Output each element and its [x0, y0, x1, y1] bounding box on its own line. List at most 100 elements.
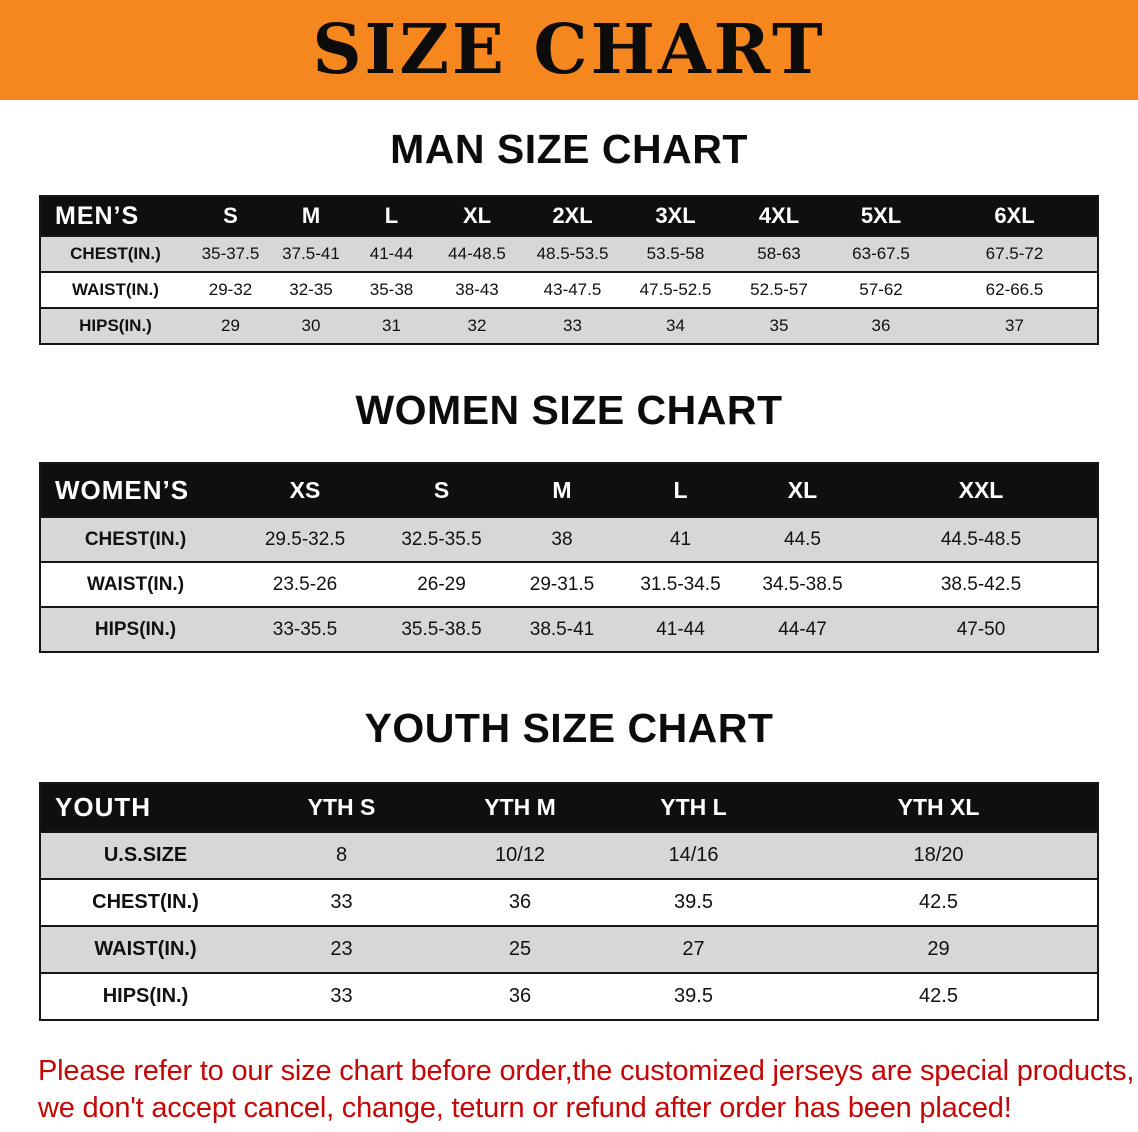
women-header-row: WOMEN’S XS S M L XL XXL — [40, 463, 1098, 517]
size-value: 30 — [271, 307, 351, 344]
table-row: CHEST(IN.) 33 36 39.5 42.5 — [40, 878, 1098, 926]
size-value: 44-48.5 — [432, 235, 522, 272]
size-value: 38.5-42.5 — [865, 561, 1098, 607]
men-size-table: MEN’S S M L XL 2XL 3XL 4XL 5XL 6XL CHEST… — [39, 195, 1099, 345]
size-value: 33-35.5 — [230, 606, 380, 652]
col-header: M — [552, 476, 572, 503]
size-value: 53.5-58 — [623, 235, 728, 272]
size-value: 42.5 — [780, 972, 1098, 1020]
col-header: YTH M — [484, 794, 556, 820]
women-section-heading: WOMEN SIZE CHART — [355, 387, 783, 433]
col-header: L — [673, 476, 688, 503]
size-value: 29.5-32.5 — [230, 516, 380, 562]
size-value: 48.5-53.5 — [522, 235, 623, 272]
size-value: 44.5 — [740, 516, 865, 562]
size-value: 63-67.5 — [830, 235, 932, 272]
size-value: 44-47 — [740, 606, 865, 652]
youth-size-table: YOUTH YTH S YTH M YTH L YTH XL U.S.SIZE … — [39, 782, 1099, 1021]
col-header: 5XL — [860, 203, 902, 228]
table-row: HIPS(IN.) 33 36 39.5 42.5 — [40, 972, 1098, 1020]
size-value: 32.5-35.5 — [380, 516, 503, 562]
size-value: 57-62 — [830, 271, 932, 308]
size-value: 33 — [250, 878, 433, 926]
table-row: HIPS(IN.) 33-35.5 35.5-38.5 38.5-41 41-4… — [40, 606, 1098, 652]
row-label: HIPS(IN.) — [40, 307, 190, 344]
size-value: 33 — [522, 307, 623, 344]
row-label: WAIST(IN.) — [40, 271, 190, 308]
women-table-title: WOMEN’S — [55, 474, 190, 505]
col-header: XXL — [958, 476, 1004, 503]
col-header: 4XL — [758, 203, 800, 228]
col-header: YTH L — [660, 794, 727, 820]
size-value: 36 — [433, 972, 607, 1020]
size-value: 29 — [780, 925, 1098, 973]
col-header: 6XL — [994, 203, 1035, 228]
row-label: U.S.SIZE — [40, 831, 250, 879]
size-value: 38 — [503, 516, 621, 562]
row-label: WAIST(IN.) — [40, 925, 250, 973]
size-value: 23.5-26 — [230, 561, 380, 607]
youth-table-title: YOUTH — [55, 792, 151, 822]
youth-header-row: YOUTH YTH S YTH M YTH L YTH XL — [40, 783, 1098, 832]
row-label: HIPS(IN.) — [40, 972, 250, 1020]
size-value: 27 — [607, 925, 780, 973]
col-header: L — [384, 203, 399, 228]
size-value: 67.5-72 — [932, 235, 1098, 272]
table-row: WAIST(IN.) 23 25 27 29 — [40, 925, 1098, 973]
size-value: 37.5-41 — [271, 235, 351, 272]
size-value: 34 — [623, 307, 728, 344]
size-value: 41-44 — [351, 235, 432, 272]
size-value: 35 — [728, 307, 830, 344]
size-value: 52.5-57 — [728, 271, 830, 308]
size-value: 38.5-41 — [503, 606, 621, 652]
size-value: 10/12 — [433, 831, 607, 879]
row-label: CHEST(IN.) — [40, 516, 230, 562]
size-value: 44.5-48.5 — [865, 516, 1098, 562]
row-label: HIPS(IN.) — [40, 606, 230, 652]
size-value: 47.5-52.5 — [623, 271, 728, 308]
size-value: 31.5-34.5 — [621, 561, 740, 607]
size-value: 39.5 — [607, 878, 780, 926]
row-label: CHEST(IN.) — [40, 878, 250, 926]
size-value: 33 — [250, 972, 433, 1020]
size-value: 14/16 — [607, 831, 780, 879]
size-value: 29-32 — [190, 271, 271, 308]
size-value: 35-38 — [351, 271, 432, 308]
banner: SIZE CHART — [0, 0, 1138, 100]
size-value: 35-37.5 — [190, 235, 271, 272]
table-row: WAIST(IN.) 23.5-26 26-29 29-31.5 31.5-34… — [40, 561, 1098, 607]
disclaimer-note: Please refer to our size chart before or… — [38, 1053, 1138, 1126]
men-table-title: MEN’S — [55, 201, 140, 230]
col-header: S — [433, 476, 450, 503]
table-row: CHEST(IN.) 35-37.5 37.5-41 41-44 44-48.5… — [40, 235, 1098, 272]
size-value: 47-50 — [865, 606, 1098, 652]
size-value: 31 — [351, 307, 432, 344]
row-label: WAIST(IN.) — [40, 561, 230, 607]
col-header: 2XL — [552, 203, 593, 228]
size-value: 23 — [250, 925, 433, 973]
size-value: 18/20 — [780, 831, 1098, 879]
women-size-table: WOMEN’S XS S M L XL XXL CHEST(IN.) 29.5-… — [39, 462, 1099, 653]
col-header: YTH S — [307, 794, 376, 820]
men-section: MAN SIZE CHART MEN’S S M L XL 2XL 3XL 4X… — [0, 126, 1138, 345]
page-title: SIZE CHART — [312, 10, 826, 90]
size-value: 43-47.5 — [522, 271, 623, 308]
size-value: 32-35 — [271, 271, 351, 308]
size-value: 29-31.5 — [503, 561, 621, 607]
size-value: 36 — [830, 307, 932, 344]
men-section-heading: MAN SIZE CHART — [390, 126, 748, 172]
table-row: WAIST(IN.) 29-32 32-35 35-38 38-43 43-47… — [40, 271, 1098, 308]
size-value: 58-63 — [728, 235, 830, 272]
col-header: XL — [462, 203, 492, 228]
size-value: 38-43 — [432, 271, 522, 308]
disclaimer-line-1: Please refer to our size chart before or… — [38, 1055, 1135, 1087]
women-section: WOMEN SIZE CHART WOMEN’S XS S M L XL XXL — [0, 387, 1138, 653]
size-value: 29 — [190, 307, 271, 344]
col-header: 3XL — [655, 203, 696, 228]
size-value: 41 — [621, 516, 740, 562]
size-value: 25 — [433, 925, 607, 973]
disclaimer-line-2: we don't accept cancel, change, teturn o… — [38, 1091, 1012, 1124]
col-header: M — [301, 203, 321, 228]
size-value: 35.5-38.5 — [380, 606, 503, 652]
